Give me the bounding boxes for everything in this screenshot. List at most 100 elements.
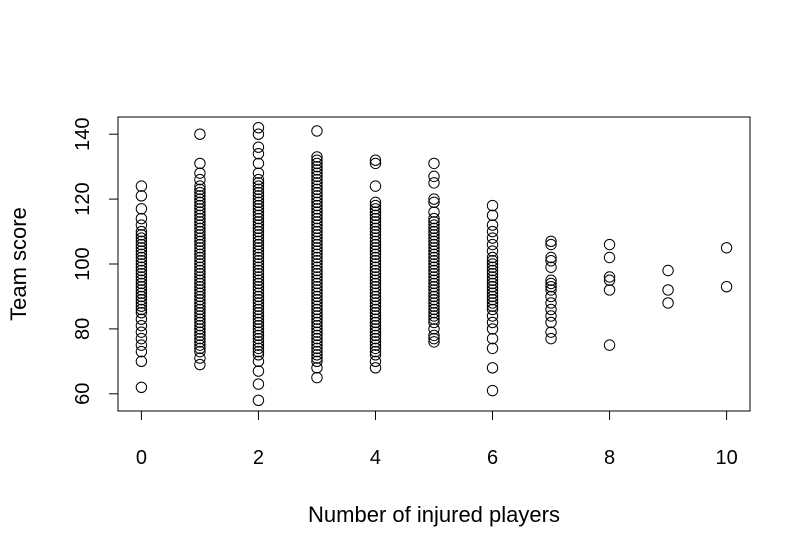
data-point [135, 238, 148, 251]
data-point [311, 248, 323, 260]
data-point [545, 238, 557, 251]
data-point [194, 290, 206, 303]
data-point [194, 186, 206, 199]
data-point [311, 290, 323, 303]
x-tick-label: 6 [487, 447, 498, 469]
data-point [369, 238, 382, 251]
data-point [194, 306, 206, 319]
data-point [486, 323, 499, 335]
data-point [135, 281, 148, 293]
data-point [252, 190, 265, 202]
data-point [252, 248, 265, 260]
data-point [311, 219, 323, 231]
data-point [252, 339, 265, 351]
data-point [486, 297, 499, 309]
data-point [135, 235, 148, 247]
data-point [369, 362, 382, 374]
data-point [428, 222, 440, 235]
data-point [428, 245, 440, 257]
data-point [252, 332, 265, 345]
data-point [252, 349, 265, 361]
data-point [545, 332, 557, 345]
x-tick-label: 2 [253, 447, 264, 469]
data-point [311, 287, 323, 299]
data-point [369, 225, 382, 238]
data-point [311, 170, 323, 183]
data-point [662, 284, 674, 296]
data-point [135, 274, 148, 286]
data-point [486, 290, 499, 303]
data-point [194, 261, 206, 273]
data-point [311, 209, 323, 222]
data-point [545, 235, 557, 247]
data-point [662, 264, 674, 277]
data-point [194, 229, 206, 241]
data-point [311, 232, 323, 244]
data-point [311, 342, 323, 355]
data-point [135, 332, 148, 345]
data-point [311, 332, 323, 345]
data-point [603, 284, 616, 296]
data-point [194, 329, 206, 342]
data-point [369, 271, 382, 283]
data-point [311, 277, 323, 290]
data-point [194, 352, 206, 364]
data-point [369, 300, 382, 312]
data-point [311, 329, 323, 342]
data-point [252, 342, 265, 355]
data-point [428, 336, 440, 348]
data-point [369, 313, 382, 325]
data-points [135, 122, 733, 406]
data-point [311, 173, 323, 186]
data-point [194, 212, 206, 225]
data-point [135, 245, 148, 257]
data-point [720, 242, 733, 254]
data-point [194, 167, 206, 179]
data-point [252, 268, 265, 280]
data-point [252, 306, 265, 319]
data-point [252, 287, 265, 299]
data-point [369, 203, 382, 215]
data-point [194, 310, 206, 322]
data-point [311, 258, 323, 270]
data-point [603, 339, 616, 351]
data-point [311, 196, 323, 209]
data-point [252, 300, 265, 312]
data-point [252, 183, 265, 196]
data-point [252, 128, 265, 140]
data-point [194, 251, 206, 264]
data-point [369, 206, 382, 218]
data-point [486, 225, 499, 238]
data-point [135, 248, 148, 260]
data-point [194, 313, 206, 325]
data-point [428, 281, 440, 293]
data-point [369, 222, 382, 235]
data-point [252, 141, 265, 153]
data-point [369, 319, 382, 332]
data-point [369, 345, 382, 358]
data-point [252, 293, 265, 306]
data-point [428, 157, 440, 170]
data-point [369, 284, 382, 296]
data-point [369, 329, 382, 342]
data-point [486, 232, 499, 244]
data-point [252, 199, 265, 212]
data-point [369, 290, 382, 303]
data-point [252, 232, 265, 244]
data-point [428, 196, 440, 209]
y-tick-label: 120 [72, 182, 94, 215]
data-point [311, 362, 323, 374]
data-point [428, 316, 440, 329]
data-point [194, 297, 206, 309]
data-point [311, 371, 323, 384]
data-point [311, 190, 323, 202]
data-point [135, 268, 148, 280]
data-point [428, 219, 440, 231]
data-point [486, 261, 499, 273]
data-point [545, 303, 557, 316]
data-point [194, 203, 206, 215]
data-point [194, 238, 206, 251]
data-point [311, 297, 323, 309]
data-point [135, 277, 148, 290]
data-point [545, 316, 557, 329]
